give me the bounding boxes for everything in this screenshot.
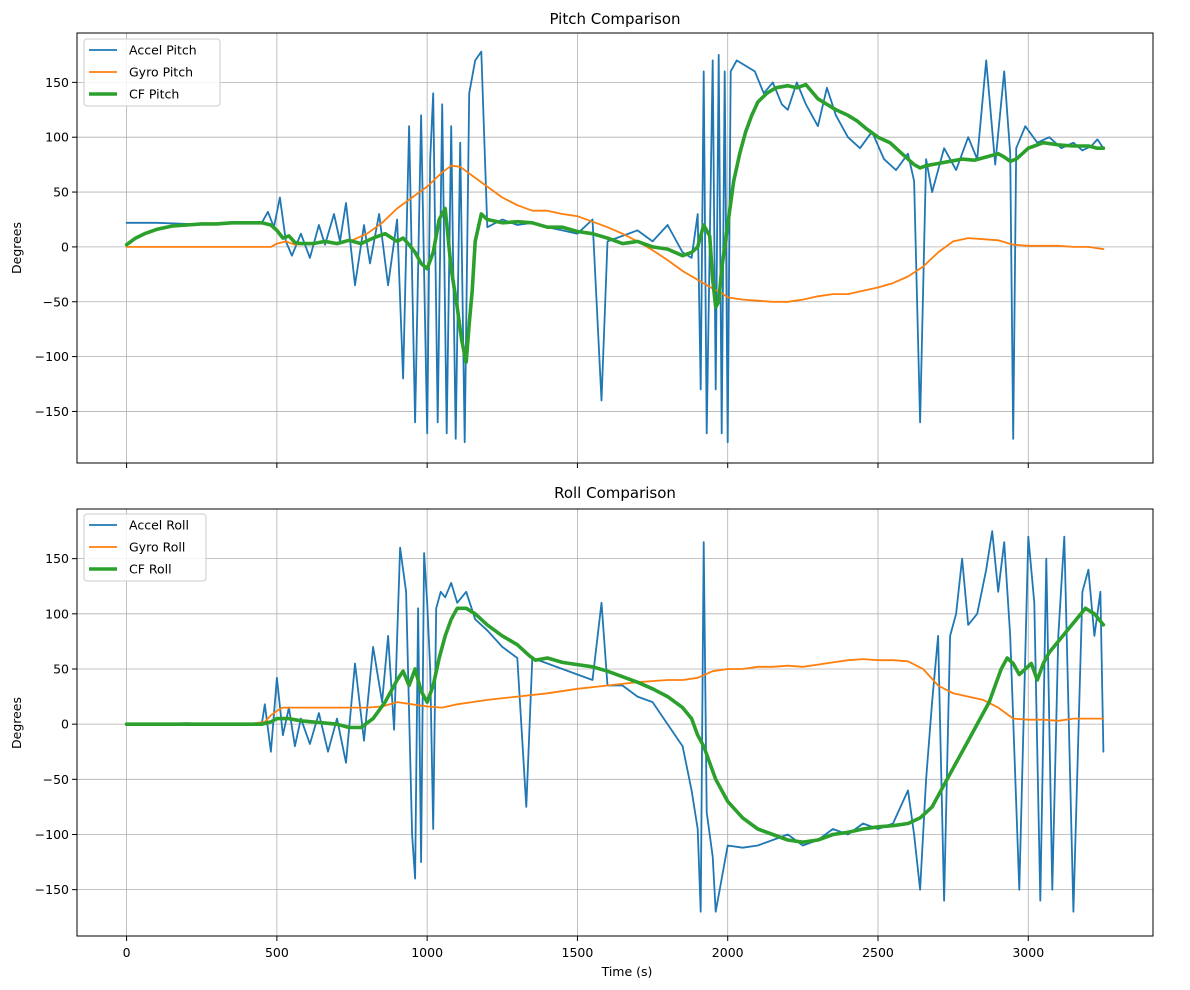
pitch-series-accel-pitch (125, 50, 1105, 444)
pitch-series-gyro-pitch (125, 164, 1105, 303)
roll-y-tick-label--150: −150 (35, 882, 69, 897)
roll-legend-label-cf: CF Roll (129, 562, 172, 577)
pitch-y-tick-label-0: 0 (61, 239, 69, 254)
pitch-chart-title: Pitch Comparison (549, 10, 680, 28)
pitch-series-cf-pitch (124, 82, 1106, 364)
roll-chart: 0 500 1000 1500 2000 2500 3000 −150 −100 −50 0 50 1… (9, 484, 1154, 979)
pitch-y-tick-label--50: −50 (43, 294, 69, 309)
roll-y-ticks: −150 −100 −50 0 50 100 150 (35, 551, 77, 897)
pitch-y-tick-label--150: −150 (35, 404, 69, 419)
roll-legend-box (83, 513, 207, 582)
roll-chart-title: Roll Comparison (554, 484, 676, 502)
pitch-y-tick-label-50: 50 (53, 185, 69, 200)
roll-y-tick-label-150: 150 (45, 551, 69, 566)
roll-y-tick-label--50: −50 (43, 772, 69, 787)
pitch-legend-label-gyro: Gyro Pitch (129, 65, 193, 80)
roll-x-tick-label-0: 0 (123, 945, 131, 960)
pitch-y-tick-label--100: −100 (35, 349, 69, 364)
roll-y-axis-label: Degrees (9, 697, 24, 749)
roll-x-tick-label-2500: 2500 (862, 945, 894, 960)
roll-y-tick-label-100: 100 (45, 606, 69, 621)
pitch-legend: Accel Pitch Gyro Pitch CF Pitch (83, 38, 221, 107)
roll-legend-label-accel: Accel Roll (129, 518, 189, 533)
roll-series-cf-roll (124, 606, 1106, 845)
roll-x-tick-label-1500: 1500 (562, 945, 594, 960)
roll-legend: Accel Roll Gyro Roll CF Roll (83, 513, 207, 582)
roll-legend-label-gyro: Gyro Roll (129, 540, 185, 555)
roll-y-tick-label-0: 0 (61, 717, 69, 732)
roll-series-gyro-roll (125, 658, 1105, 726)
roll-x-ticks: 0 500 1000 1500 2000 2500 3000 (123, 936, 1044, 960)
pitch-y-tick-label-100: 100 (45, 130, 69, 145)
pitch-legend-label-accel: Accel Pitch (129, 43, 197, 58)
roll-x-axis-label: Time (s) (601, 964, 653, 979)
roll-series-group (124, 530, 1106, 913)
pitch-axes-frame (76, 32, 1154, 464)
pitch-series-group (124, 50, 1106, 444)
pitch-y-ticks: −150 −100 −50 0 50 100 150 (35, 75, 77, 419)
pitch-x-ticks (126, 463, 1029, 468)
roll-x-tick-label-2000: 2000 (712, 945, 744, 960)
pitch-y-axis-label: Degrees (9, 222, 24, 274)
roll-x-tick-label-1000: 1000 (411, 945, 443, 960)
roll-axes-frame (76, 508, 1154, 937)
pitch-chart: −150 −100 −50 0 50 100 150 Pitch Comparison De… (9, 10, 1154, 468)
pitch-y-tick-label-150: 150 (45, 75, 69, 90)
pitch-legend-box (83, 38, 221, 107)
roll-x-tick-label-500: 500 (265, 945, 289, 960)
roll-x-tick-label-3000: 3000 (1012, 945, 1044, 960)
roll-y-tick-label--100: −100 (35, 827, 69, 842)
roll-series-accel-roll (125, 530, 1105, 913)
roll-y-tick-label-50: 50 (53, 661, 69, 676)
pitch-legend-label-cf: CF Pitch (129, 87, 179, 102)
